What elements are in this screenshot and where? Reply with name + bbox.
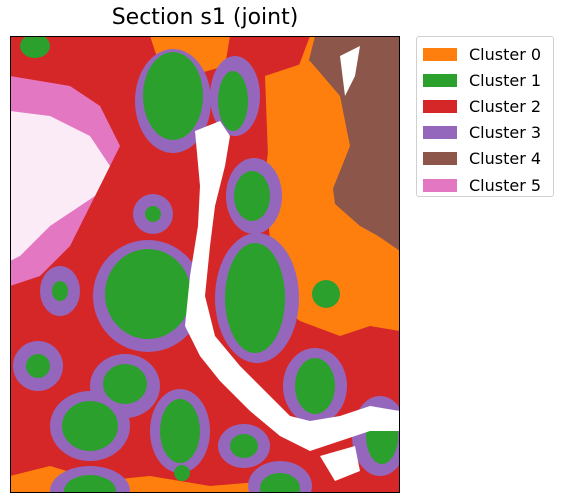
cluster-1-region bbox=[145, 206, 161, 222]
background-gap bbox=[340, 46, 360, 96]
cluster-1-region bbox=[64, 475, 116, 493]
cluster-1-region bbox=[312, 280, 340, 308]
cluster-1-region bbox=[103, 364, 147, 404]
spatial-cluster-map bbox=[10, 36, 400, 493]
cluster-1-region bbox=[52, 281, 68, 301]
cluster-1-region bbox=[230, 434, 258, 458]
cluster-1-region bbox=[234, 171, 270, 221]
legend-swatch-cluster-4 bbox=[423, 152, 457, 166]
legend-swatch-cluster-1 bbox=[423, 73, 457, 87]
legend-label-cluster-1: Cluster 1 bbox=[469, 70, 542, 90]
cluster-1-region bbox=[218, 71, 248, 131]
chart-title: Section s1 (joint) bbox=[111, 5, 299, 30]
plot-frame bbox=[10, 36, 400, 493]
legend-label-cluster-3: Cluster 3 bbox=[469, 123, 542, 143]
legend-item-cluster-3: Cluster 3 bbox=[423, 120, 547, 146]
legend-label-cluster-0: Cluster 0 bbox=[469, 44, 542, 64]
cluster-1-region bbox=[20, 36, 50, 58]
cluster-1-region bbox=[26, 354, 50, 378]
legend-swatch-cluster-5 bbox=[423, 178, 457, 192]
cluster-0-region bbox=[265, 61, 350, 306]
cluster-1-region bbox=[295, 358, 335, 414]
background-gap bbox=[185, 121, 400, 451]
cluster-1-region bbox=[174, 465, 190, 481]
legend-item-cluster-5: Cluster 5 bbox=[423, 172, 547, 198]
legend-item-cluster-4: Cluster 4 bbox=[423, 146, 547, 172]
legend-swatch-cluster-3 bbox=[423, 126, 457, 140]
legend-label-cluster-2: Cluster 2 bbox=[469, 96, 542, 116]
background-gap bbox=[10, 111, 110, 261]
legend-label-cluster-5: Cluster 5 bbox=[469, 175, 542, 195]
legend: Cluster 0 Cluster 1 Cluster 2 Cluster 3 Clus… bbox=[416, 36, 554, 197]
legend-item-cluster-1: Cluster 1 bbox=[423, 67, 547, 93]
cluster-1-region bbox=[62, 401, 118, 451]
cluster-1-region bbox=[260, 473, 300, 493]
legend-label-cluster-4: Cluster 4 bbox=[469, 149, 542, 169]
background-gap bbox=[320, 446, 360, 481]
legend-item-cluster-2: Cluster 2 bbox=[423, 93, 547, 119]
cluster-1-region bbox=[225, 243, 285, 353]
legend-item-cluster-0: Cluster 0 bbox=[423, 41, 547, 67]
cluster-1-region bbox=[105, 249, 191, 339]
legend-swatch-cluster-2 bbox=[423, 99, 457, 113]
cluster-1-region bbox=[143, 52, 203, 140]
legend-swatch-cluster-0 bbox=[423, 47, 457, 61]
cluster-1-region bbox=[160, 399, 200, 463]
